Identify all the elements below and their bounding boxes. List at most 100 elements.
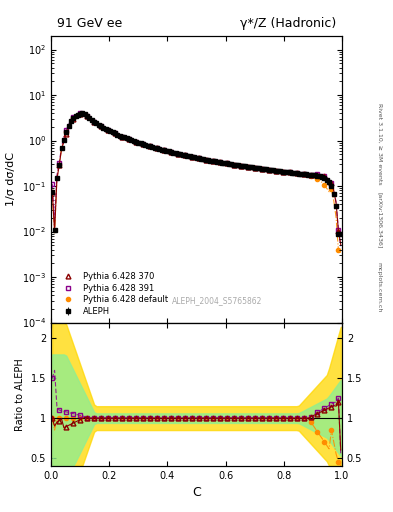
Pythia 6.428 default xyxy=(50,188,55,195)
Pythia 6.428 391 xyxy=(189,154,194,160)
Pythia 6.428 391 xyxy=(336,227,341,233)
Pythia 6.428 391 xyxy=(113,131,118,137)
Pythia 6.428 391 xyxy=(99,123,103,129)
Pythia 6.428 391 xyxy=(162,147,166,153)
Pythia 6.428 370 xyxy=(217,159,222,165)
Pythia 6.428 370 xyxy=(259,166,264,172)
Pythia 6.428 370 xyxy=(120,134,125,140)
Pythia 6.428 370 xyxy=(127,136,131,142)
Pythia 6.428 391 xyxy=(217,159,222,165)
Pythia 6.428 391 xyxy=(106,127,110,133)
Pythia 6.428 370 xyxy=(315,172,320,178)
Pythia 6.428 391 xyxy=(273,167,278,174)
Pythia 6.428 370 xyxy=(322,173,327,179)
Y-axis label: 1/σ dσ/dC: 1/σ dσ/dC xyxy=(6,152,17,206)
Pythia 6.428 default xyxy=(287,169,292,176)
Pythia 6.428 391 xyxy=(78,110,83,116)
Pythia 6.428 default xyxy=(252,165,257,171)
Pythia 6.428 default xyxy=(196,155,201,161)
Pythia 6.428 370 xyxy=(238,163,243,169)
Text: mcplots.cern.ch: mcplots.cern.ch xyxy=(377,262,382,312)
Pythia 6.428 default xyxy=(113,131,118,137)
Pythia 6.428 default xyxy=(301,171,306,177)
Pythia 6.428 370 xyxy=(71,116,75,122)
Pythia 6.428 370 xyxy=(210,158,215,164)
Pythia 6.428 391 xyxy=(231,161,236,167)
Pythia 6.428 391 xyxy=(148,143,152,150)
Pythia 6.428 default xyxy=(315,176,320,182)
Line: Pythia 6.428 default: Pythia 6.428 default xyxy=(50,112,340,252)
Pythia 6.428 391 xyxy=(266,166,271,173)
Pythia 6.428 default xyxy=(217,159,222,165)
Pythia 6.428 default xyxy=(238,163,243,169)
Pythia 6.428 391 xyxy=(154,145,159,152)
Pythia 6.428 default xyxy=(273,167,278,174)
Pythia 6.428 391 xyxy=(64,127,68,133)
Pythia 6.428 391 xyxy=(329,180,334,186)
Pythia 6.428 370 xyxy=(336,228,341,234)
Pythia 6.428 370 xyxy=(294,170,299,176)
Pythia 6.428 370 xyxy=(245,164,250,170)
Pythia 6.428 370 xyxy=(301,171,306,177)
Pythia 6.428 391 xyxy=(280,168,285,175)
Pythia 6.428 default xyxy=(259,166,264,172)
Pythia 6.428 default xyxy=(92,119,97,125)
Pythia 6.428 391 xyxy=(57,160,62,166)
Pythia 6.428 391 xyxy=(85,113,90,119)
Pythia 6.428 391 xyxy=(308,172,313,178)
Pythia 6.428 370 xyxy=(162,147,166,153)
Pythia 6.428 370 xyxy=(64,131,68,137)
Pythia 6.428 default xyxy=(99,123,103,129)
Pythia 6.428 391 xyxy=(92,119,97,125)
Text: Rivet 3.1.10, ≥ 3M events: Rivet 3.1.10, ≥ 3M events xyxy=(377,102,382,184)
Pythia 6.428 370 xyxy=(287,169,292,176)
Pythia 6.428 default xyxy=(141,141,145,147)
Pythia 6.428 default xyxy=(308,173,313,179)
Pythia 6.428 391 xyxy=(315,172,320,178)
Pythia 6.428 370 xyxy=(266,166,271,173)
Text: [arXiv:1306.3436]: [arXiv:1306.3436] xyxy=(377,192,382,248)
Pythia 6.428 default xyxy=(189,154,194,160)
Pythia 6.428 default xyxy=(322,182,327,188)
Pythia 6.428 391 xyxy=(204,157,208,163)
Pythia 6.428 391 xyxy=(127,136,131,142)
Pythia 6.428 default xyxy=(280,168,285,175)
Pythia 6.428 391 xyxy=(169,149,173,155)
Pythia 6.428 default xyxy=(176,151,180,157)
Text: γ*/Z (Hadronic): γ*/Z (Hadronic) xyxy=(240,17,336,30)
Pythia 6.428 default xyxy=(64,129,68,135)
X-axis label: C: C xyxy=(192,486,201,499)
Pythia 6.428 default xyxy=(169,149,173,155)
Pythia 6.428 default xyxy=(127,136,131,142)
Legend: Pythia 6.428 370, Pythia 6.428 391, Pythia 6.428 default, ALEPH: Pythia 6.428 370, Pythia 6.428 391, Pyth… xyxy=(55,270,171,318)
Pythia 6.428 default xyxy=(154,145,159,152)
Pythia 6.428 370 xyxy=(308,172,313,178)
Pythia 6.428 370 xyxy=(182,152,187,158)
Pythia 6.428 default xyxy=(329,186,334,193)
Pythia 6.428 370 xyxy=(329,180,334,186)
Pythia 6.428 default xyxy=(336,247,341,253)
Pythia 6.428 default xyxy=(162,147,166,153)
Line: Pythia 6.428 391: Pythia 6.428 391 xyxy=(50,111,341,232)
Text: 91 GeV ee: 91 GeV ee xyxy=(57,17,122,30)
Pythia 6.428 default xyxy=(85,113,90,119)
Pythia 6.428 default xyxy=(106,127,110,133)
Pythia 6.428 391 xyxy=(210,158,215,164)
Pythia 6.428 370 xyxy=(148,143,152,150)
Pythia 6.428 370 xyxy=(113,131,118,137)
Pythia 6.428 370 xyxy=(57,162,62,168)
Pythia 6.428 default xyxy=(57,162,62,168)
Pythia 6.428 default xyxy=(294,170,299,176)
Pythia 6.428 370 xyxy=(273,167,278,174)
Pythia 6.428 391 xyxy=(50,181,55,187)
Pythia 6.428 391 xyxy=(134,139,138,145)
Pythia 6.428 391 xyxy=(301,171,306,177)
Pythia 6.428 default xyxy=(266,166,271,173)
Pythia 6.428 default xyxy=(134,139,138,145)
Pythia 6.428 default xyxy=(71,115,75,121)
Pythia 6.428 default xyxy=(231,161,236,167)
Pythia 6.428 370 xyxy=(169,149,173,155)
Pythia 6.428 391 xyxy=(259,166,264,172)
Pythia 6.428 370 xyxy=(78,111,83,117)
Pythia 6.428 370 xyxy=(189,154,194,160)
